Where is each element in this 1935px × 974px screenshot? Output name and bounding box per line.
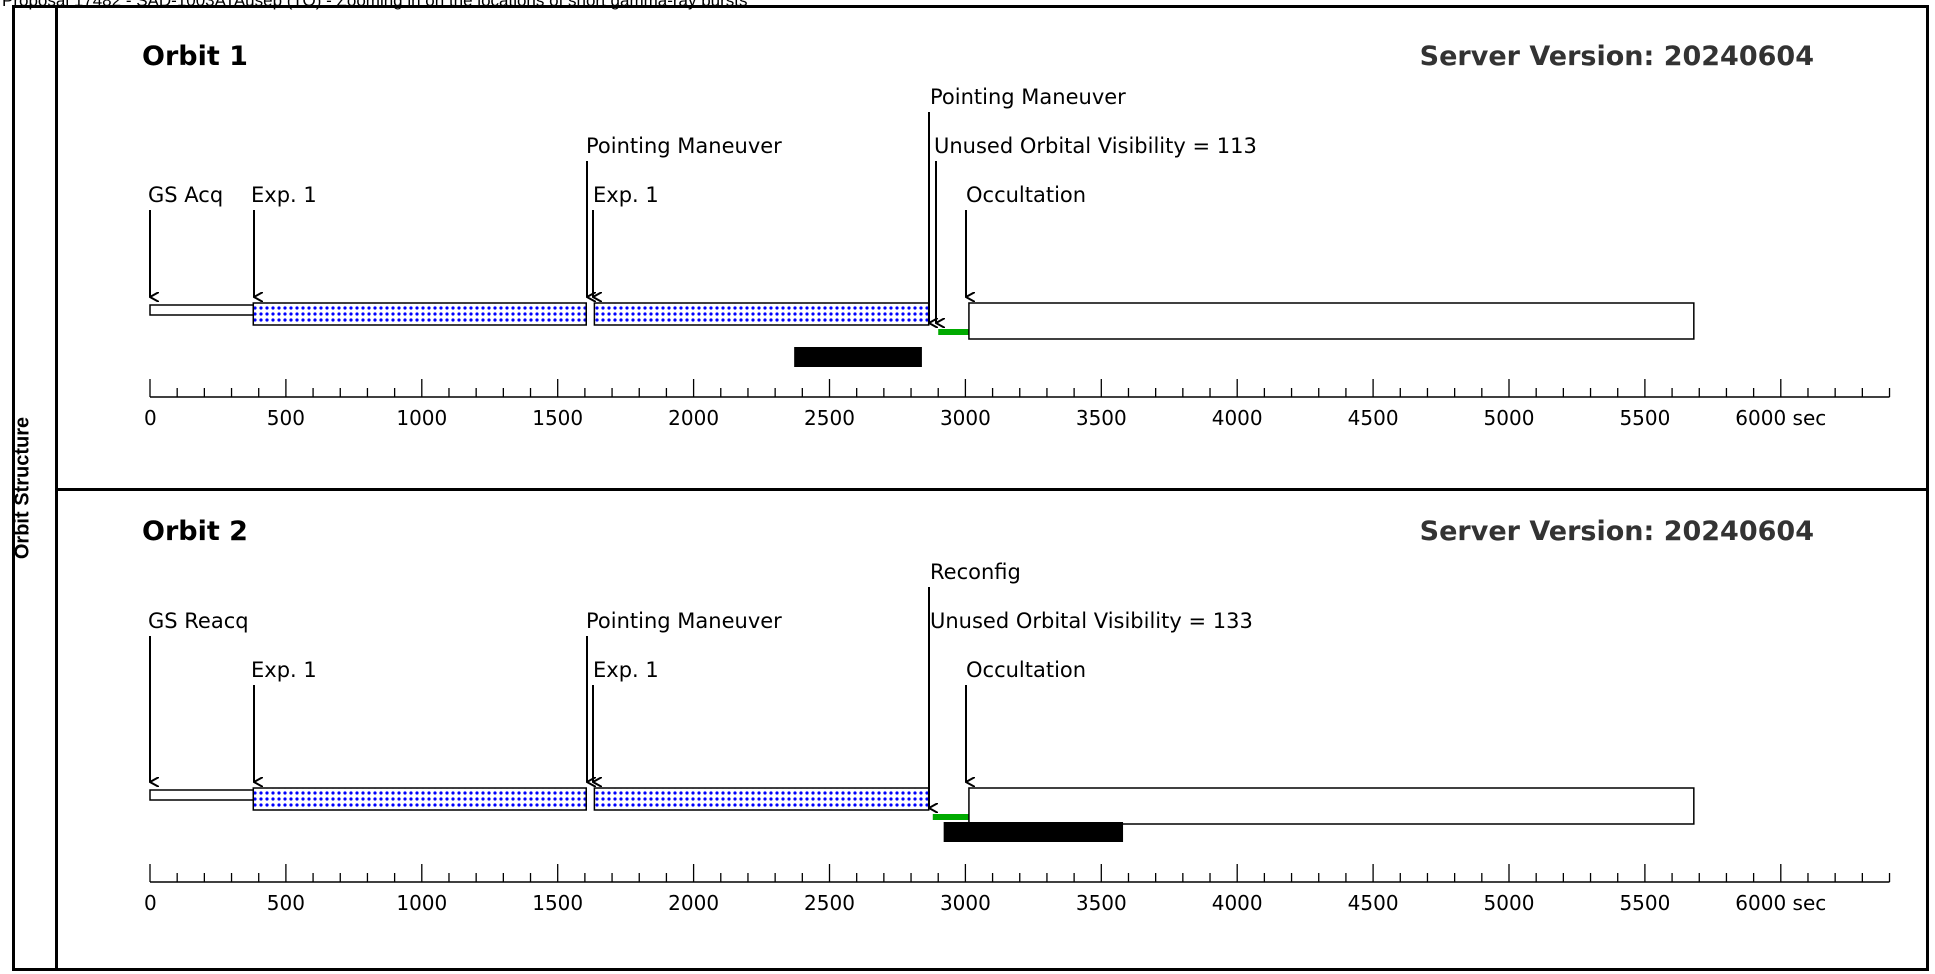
label-exposure: Exp. 1 (593, 658, 659, 682)
axis-tick-label: 4500 (1348, 891, 1399, 915)
axis-tick-label: 2500 (804, 891, 855, 915)
axis-tick-label: 6000 sec (1735, 406, 1826, 430)
time-axis: 0 500 1000 1500 2000 2500 3000 3500 4000 4500 5000… (144, 379, 1891, 430)
unused-visibility-segment (932, 814, 969, 820)
orbit-1-timeline: Orbit 1 Server Version: 20240604 GS Acq … (142, 41, 1891, 430)
axis-tick-label: 1000 (396, 406, 447, 430)
axis-tick-label: 4500 (1348, 406, 1399, 430)
orbit-divider (58, 488, 1929, 491)
axis-tick-label: 1000 (396, 891, 447, 915)
exposure-segment (252, 302, 587, 326)
time-axis: 0 500 1000 1500 2000 2500 3000 3500 4000 4500 5000… (144, 864, 1891, 915)
acquisition-segment (149, 789, 255, 801)
exposure-segment (593, 787, 930, 811)
axis-tick-label: 5500 (1619, 891, 1670, 915)
axis-tick-label: 1500 (532, 406, 583, 430)
axis-tick-label: 5000 (1484, 406, 1535, 430)
label-exposure: Exp. 1 (251, 658, 317, 682)
acquisition-segment (149, 304, 255, 316)
label-pointing-maneuver: Pointing Maneuver (930, 85, 1126, 109)
axis-tick-label: 0 (144, 891, 157, 915)
axis-tick-label: 0 (144, 406, 157, 430)
orbit-2-timeline: Orbit 2 Server Version: 20240604 GS Reac… (142, 516, 1891, 915)
axis-tick-label: 500 (267, 406, 305, 430)
axis-tick-label: 5500 (1619, 406, 1670, 430)
occultation-segment (968, 302, 1695, 340)
exposure-segment (593, 302, 930, 326)
server-version: Server Version: 20240604 (1420, 41, 1814, 72)
label-occultation: Occultation (966, 183, 1086, 207)
server-version: Server Version: 20240604 (1420, 516, 1814, 547)
axis-tick-label: 3500 (1076, 891, 1127, 915)
side-panel (12, 5, 58, 971)
axis-tick-label: 1500 (532, 891, 583, 915)
axis-tick-label: 5000 (1484, 891, 1535, 915)
label-unused-visibility: Unused Orbital Visibility = 133 (930, 609, 1253, 633)
axis-tick-label: 2500 (804, 406, 855, 430)
label-unused-visibility: Unused Orbital Visibility = 113 (934, 134, 1257, 158)
event-arrows (149, 112, 966, 323)
axis-tick-label: 3000 (940, 406, 991, 430)
axis-tick-label: 3000 (940, 891, 991, 915)
label-exposure: Exp. 1 (593, 183, 659, 207)
timeline-black-bar (794, 347, 922, 367)
label-exposure: Exp. 1 (251, 183, 317, 207)
unused-visibility-segment (938, 329, 969, 335)
exposure-segment (252, 787, 587, 811)
label-reconfig: Reconfig (930, 560, 1021, 584)
event-arrows (149, 587, 966, 808)
axis-tick-label: 2000 (668, 891, 719, 915)
label-occultation: Occultation (966, 658, 1086, 682)
label-pointing-maneuver: Pointing Maneuver (586, 609, 782, 633)
orbit-title: Orbit 2 (142, 516, 248, 547)
occultation-segment (968, 787, 1695, 825)
timeline-black-bar (943, 822, 1124, 842)
axis-tick-label: 2000 (668, 406, 719, 430)
axis-tick-label: 3500 (1076, 406, 1127, 430)
label-pointing-maneuver: Pointing Maneuver (586, 134, 782, 158)
axis-tick-label: 4000 (1212, 406, 1263, 430)
axis-tick-label: 4000 (1212, 891, 1263, 915)
axis-tick-label: 6000 sec (1735, 891, 1826, 915)
label-gs-reacq: GS Reacq (148, 609, 249, 633)
orbit-title: Orbit 1 (142, 41, 248, 72)
axis-tick-label: 500 (267, 891, 305, 915)
label-gs-acq: GS Acq (148, 183, 223, 207)
